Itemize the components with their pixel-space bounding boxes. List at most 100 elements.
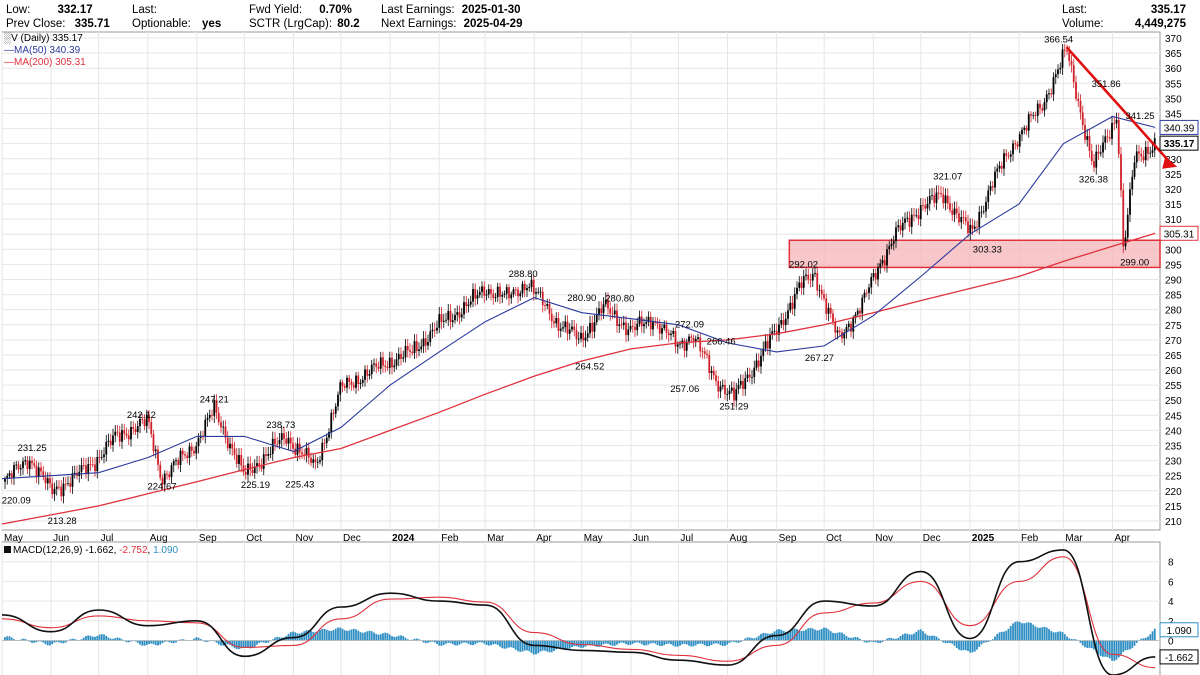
candle-body bbox=[382, 357, 384, 366]
candle-body bbox=[654, 322, 657, 323]
macd-histogram-bar bbox=[627, 640, 630, 645]
candle-body bbox=[127, 435, 130, 440]
price-y-tick-label: 345 bbox=[1165, 109, 1182, 120]
macd-histogram-bar bbox=[134, 640, 137, 642]
macd-histogram-bar bbox=[427, 640, 429, 643]
macd-histogram-bar bbox=[397, 635, 400, 641]
candle-body bbox=[872, 273, 875, 277]
candle-body bbox=[652, 322, 654, 330]
last-field: Last: bbox=[132, 4, 157, 16]
sctr-field: SCTR (LrgCap): 80.2 bbox=[249, 18, 360, 30]
macd-histogram-bar bbox=[649, 640, 652, 644]
macd-histogram-bar bbox=[802, 630, 805, 641]
candle-body bbox=[676, 344, 679, 347]
macd-histogram-bar bbox=[744, 638, 747, 641]
candle-body bbox=[404, 345, 407, 358]
macd-histogram-bar bbox=[1036, 627, 1039, 641]
candle-body bbox=[690, 336, 693, 338]
candle-body bbox=[602, 304, 605, 314]
macd-histogram-bar bbox=[260, 640, 263, 643]
candle-body bbox=[152, 434, 155, 452]
macd-histogram-bar bbox=[537, 640, 540, 654]
candle-body bbox=[341, 382, 344, 386]
candle-body bbox=[418, 349, 420, 352]
macd-histogram-bar bbox=[625, 640, 627, 645]
macd-histogram-bar bbox=[640, 640, 643, 645]
candle-body bbox=[107, 440, 110, 442]
macd-histogram-bar bbox=[843, 634, 846, 641]
candle-body bbox=[877, 267, 879, 280]
macd-histogram-bar bbox=[199, 639, 202, 641]
candle-body bbox=[656, 322, 659, 324]
candle-body bbox=[1005, 153, 1008, 156]
macd-histogram-bar bbox=[1063, 634, 1066, 641]
candle-body bbox=[573, 326, 576, 331]
price-y-tick-label: 325 bbox=[1165, 170, 1182, 181]
macd-histogram-bar bbox=[517, 640, 519, 652]
candle-body bbox=[409, 350, 411, 352]
macd-histogram-bar bbox=[492, 640, 495, 645]
candle-body bbox=[868, 287, 870, 293]
price-y-tick-label: 210 bbox=[1165, 517, 1182, 528]
macd-y-tick-label: 8 bbox=[1168, 558, 1174, 569]
candle-body bbox=[384, 365, 387, 367]
macd-histogram-bar bbox=[949, 640, 951, 643]
candle-body bbox=[843, 332, 846, 339]
candle-body bbox=[424, 338, 427, 346]
candle-body bbox=[836, 330, 839, 333]
candle-body bbox=[724, 385, 726, 395]
candle-body bbox=[130, 426, 132, 440]
macd-histogram-bar bbox=[694, 640, 697, 646]
price-annotation-label: 225.19 bbox=[241, 480, 270, 491]
macd-histogram-bar bbox=[1061, 632, 1064, 641]
macd-histogram-bar bbox=[1041, 627, 1044, 641]
macd-histogram-bar bbox=[366, 631, 369, 641]
candle-body bbox=[366, 369, 369, 376]
candle-body bbox=[393, 365, 396, 368]
candle-body bbox=[141, 418, 144, 420]
candle-body bbox=[406, 345, 409, 351]
macd-histogram-bar bbox=[807, 628, 810, 641]
macd-tag-box bbox=[1159, 622, 1199, 638]
macd-histogram-bar bbox=[348, 630, 351, 641]
candle-body bbox=[944, 195, 947, 204]
candle-body bbox=[712, 370, 715, 376]
macd-histogram-bar bbox=[809, 627, 812, 641]
candle-body bbox=[359, 382, 362, 385]
macd-histogram-bar bbox=[908, 634, 911, 641]
candle-body bbox=[892, 241, 895, 244]
macd-histogram-bar bbox=[818, 630, 821, 641]
candle-body bbox=[899, 225, 902, 231]
macd-histogram-bar bbox=[881, 640, 884, 643]
macd-histogram-bar bbox=[276, 636, 279, 641]
volume-field: Volume: 4,449,275 bbox=[1062, 18, 1186, 30]
candle-body bbox=[172, 461, 175, 466]
candle-body bbox=[251, 469, 254, 474]
macd-histogram-bar bbox=[130, 640, 132, 642]
macd-histogram-bar bbox=[265, 640, 267, 643]
quote-header: Low: 332.17 Prev Close: 335.71 Last: Opt… bbox=[0, 0, 1200, 32]
price-panel-frame bbox=[1, 31, 1161, 531]
macd-histogram-bar bbox=[469, 640, 472, 645]
candle-body bbox=[897, 225, 900, 228]
price-y-tick-label: 310 bbox=[1165, 215, 1182, 226]
macd-histogram-bar bbox=[413, 638, 416, 641]
x-tick-label: Jun bbox=[53, 533, 69, 544]
candle-body bbox=[798, 282, 801, 288]
candle-body bbox=[1151, 150, 1154, 153]
price-y-tick-label: 350 bbox=[1165, 94, 1182, 105]
macd-histogram-bar bbox=[841, 632, 843, 641]
candle-body bbox=[285, 438, 288, 444]
candle-body bbox=[485, 294, 488, 296]
candle-body bbox=[154, 449, 157, 452]
candle-body bbox=[586, 333, 589, 338]
candle-body bbox=[955, 208, 958, 214]
macd-histogram-bar bbox=[996, 633, 999, 641]
macd-histogram-bar bbox=[978, 640, 981, 647]
macd-histogram-bar bbox=[994, 636, 996, 641]
candle-body bbox=[881, 260, 884, 264]
macd-histogram-bar bbox=[935, 636, 938, 641]
macd-histogram-bar bbox=[458, 640, 461, 645]
x-tick-label: Mar bbox=[487, 533, 505, 544]
candle-body bbox=[256, 463, 258, 467]
